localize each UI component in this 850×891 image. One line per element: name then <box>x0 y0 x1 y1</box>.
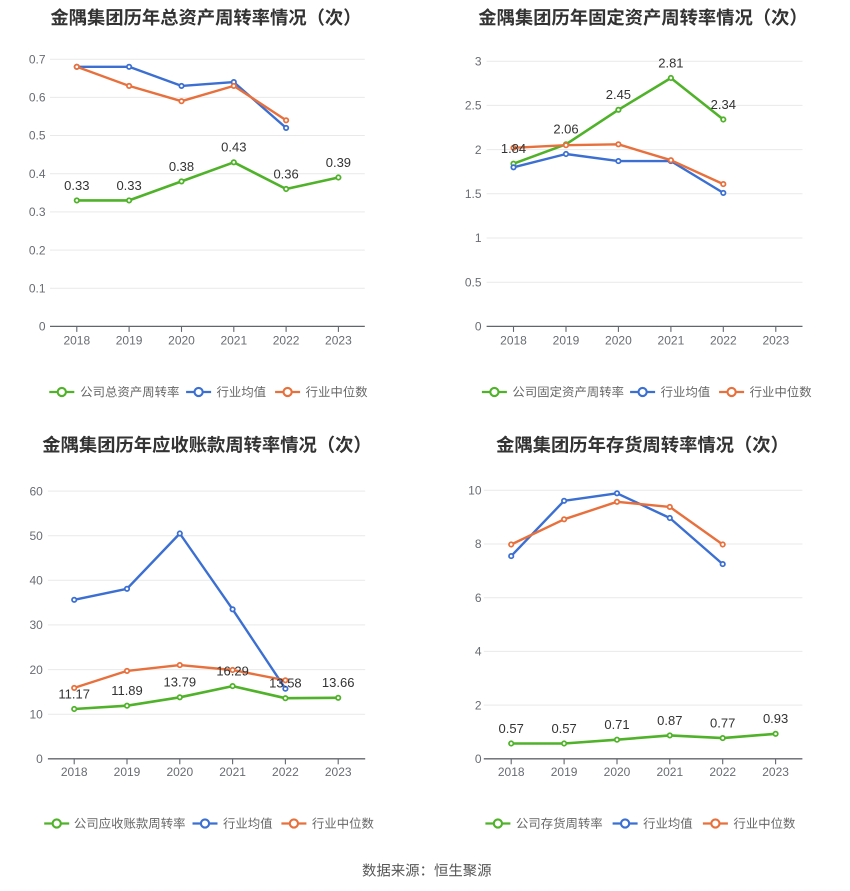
svg-text:0.77: 0.77 <box>710 716 735 731</box>
svg-text:11.17: 11.17 <box>58 686 90 701</box>
svg-text:0.5: 0.5 <box>465 275 482 289</box>
svg-text:0.5: 0.5 <box>29 129 46 143</box>
svg-text:2023: 2023 <box>762 765 789 779</box>
svg-text:2021: 2021 <box>219 765 246 779</box>
svg-text:2.5: 2.5 <box>465 99 482 113</box>
svg-text:13.66: 13.66 <box>322 675 355 690</box>
svg-text:1.84: 1.84 <box>501 141 526 156</box>
svg-text:2019: 2019 <box>551 765 578 779</box>
svg-text:0.43: 0.43 <box>221 140 246 155</box>
svg-text:0.6: 0.6 <box>29 91 46 105</box>
svg-text:2018: 2018 <box>498 765 525 779</box>
svg-text:13.58: 13.58 <box>269 676 302 691</box>
svg-text:20: 20 <box>29 663 43 677</box>
svg-text:4: 4 <box>475 645 482 659</box>
svg-text:50: 50 <box>29 529 43 543</box>
svg-text:40: 40 <box>29 574 43 588</box>
svg-text:30: 30 <box>29 618 43 632</box>
svg-text:13.79: 13.79 <box>164 675 197 690</box>
svg-text:2023: 2023 <box>762 333 789 347</box>
svg-text:0.87: 0.87 <box>657 713 682 728</box>
svg-text:0.38: 0.38 <box>169 159 194 174</box>
svg-text:0: 0 <box>36 752 43 766</box>
svg-text:0.1: 0.1 <box>29 281 46 295</box>
svg-text:2018: 2018 <box>61 765 88 779</box>
svg-text:2021: 2021 <box>658 333 685 347</box>
svg-text:11.89: 11.89 <box>111 683 143 698</box>
svg-text:0.33: 0.33 <box>64 178 89 193</box>
svg-text:2.06: 2.06 <box>553 122 578 137</box>
svg-text:0.57: 0.57 <box>499 721 524 736</box>
svg-text:2020: 2020 <box>168 333 195 347</box>
svg-text:0: 0 <box>475 752 482 766</box>
svg-text:8: 8 <box>475 537 482 551</box>
svg-text:2021: 2021 <box>220 333 247 347</box>
svg-text:2022: 2022 <box>273 333 300 347</box>
svg-text:6: 6 <box>475 591 482 605</box>
svg-text:0.71: 0.71 <box>604 717 629 732</box>
svg-text:2019: 2019 <box>116 333 143 347</box>
svg-text:16.29: 16.29 <box>216 664 249 679</box>
svg-text:2018: 2018 <box>63 333 90 347</box>
svg-text:0.57: 0.57 <box>551 721 576 736</box>
svg-text:2022: 2022 <box>709 765 736 779</box>
svg-text:2022: 2022 <box>272 765 299 779</box>
svg-text:10: 10 <box>468 484 482 498</box>
svg-text:2: 2 <box>475 698 482 712</box>
svg-text:2.81: 2.81 <box>658 55 683 70</box>
svg-text:3: 3 <box>475 54 482 68</box>
svg-text:0: 0 <box>475 320 482 334</box>
svg-text:2018: 2018 <box>500 333 527 347</box>
svg-text:10: 10 <box>29 707 43 721</box>
svg-text:2021: 2021 <box>656 765 683 779</box>
svg-text:2019: 2019 <box>553 333 580 347</box>
svg-text:0.93: 0.93 <box>763 711 788 726</box>
svg-text:1: 1 <box>475 231 482 245</box>
svg-text:0.3: 0.3 <box>29 205 46 219</box>
svg-text:0.7: 0.7 <box>29 52 46 66</box>
svg-text:1.5: 1.5 <box>465 187 482 201</box>
svg-text:60: 60 <box>29 484 43 498</box>
svg-text:2023: 2023 <box>325 333 352 347</box>
svg-text:2022: 2022 <box>710 333 737 347</box>
svg-text:2020: 2020 <box>166 765 193 779</box>
svg-text:2.45: 2.45 <box>606 87 631 102</box>
svg-text:2020: 2020 <box>604 765 631 779</box>
svg-text:0.36: 0.36 <box>273 166 298 181</box>
svg-text:0.4: 0.4 <box>29 167 46 181</box>
svg-text:2.34: 2.34 <box>711 97 736 112</box>
svg-text:0.33: 0.33 <box>116 178 141 193</box>
svg-text:0.2: 0.2 <box>29 243 46 257</box>
svg-text:0: 0 <box>39 320 46 334</box>
svg-text:2020: 2020 <box>605 333 632 347</box>
svg-text:2019: 2019 <box>114 765 141 779</box>
svg-text:0.39: 0.39 <box>326 155 351 170</box>
svg-text:2023: 2023 <box>325 765 352 779</box>
svg-text:2: 2 <box>475 143 482 157</box>
